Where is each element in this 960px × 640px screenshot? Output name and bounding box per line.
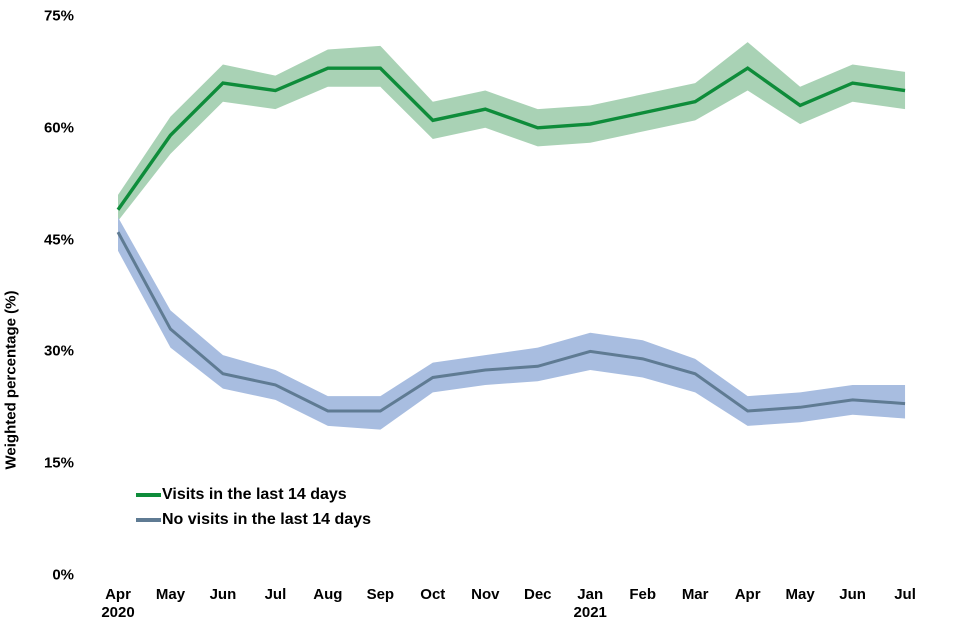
- x-tick-label: Jul: [264, 586, 287, 603]
- legend: Visits in the last 14 days No visits in …: [136, 482, 371, 532]
- x-tick-year-label: 2021: [573, 604, 607, 621]
- x-tick-label: Oct: [420, 586, 446, 603]
- y-tick-label: 30%: [43, 342, 74, 360]
- y-tick-label: 15%: [43, 454, 74, 472]
- series-line-1: [116, 231, 906, 413]
- y-tick-label: 0%: [52, 566, 74, 584]
- x-tick-label: May: [155, 586, 186, 603]
- x-tick-label: Jul: [894, 586, 916, 603]
- x-tick-label: Apr: [734, 586, 761, 603]
- x-tick-label: Feb: [629, 586, 657, 603]
- x-tick-label: Nov: [471, 586, 500, 603]
- x-tick-label: Sep: [366, 586, 395, 603]
- y-tick-label: 45%: [43, 231, 74, 249]
- y-axis-title: Weighted percentage (%): [2, 290, 20, 470]
- x-tick-year-label: 2020: [101, 604, 135, 621]
- y-tick-label: 75%: [43, 7, 74, 25]
- legend-label-no-visits: No visits in the last 14 days: [162, 510, 371, 528]
- legend-item-no-visits: No visits in the last 14 days: [136, 507, 371, 532]
- x-tick-label: May: [785, 586, 815, 603]
- confidence-band-1: [118, 217, 906, 430]
- legend-line-visits-icon: [136, 492, 161, 497]
- x-tick-label: Jan: [577, 586, 604, 603]
- x-tick-label: Apr: [105, 586, 131, 603]
- confidence-bands: [118, 42, 906, 430]
- x-tick-label: Jun: [209, 586, 237, 603]
- y-tick-label: 60%: [43, 119, 74, 137]
- legend-label-visits: Visits in the last 14 days: [162, 485, 347, 503]
- confidence-band-0: [118, 42, 906, 221]
- series-lines: [116, 66, 906, 413]
- legend-item-visits: Visits in the last 14 days: [136, 482, 371, 507]
- series-line-0: [116, 66, 906, 211]
- x-tick-label: Jun: [839, 586, 866, 603]
- x-tick-label: Mar: [681, 586, 709, 603]
- x-tick-label: Dec: [523, 586, 552, 603]
- legend-line-no-visits-icon: [136, 517, 161, 522]
- x-tick-label: Aug: [313, 586, 343, 603]
